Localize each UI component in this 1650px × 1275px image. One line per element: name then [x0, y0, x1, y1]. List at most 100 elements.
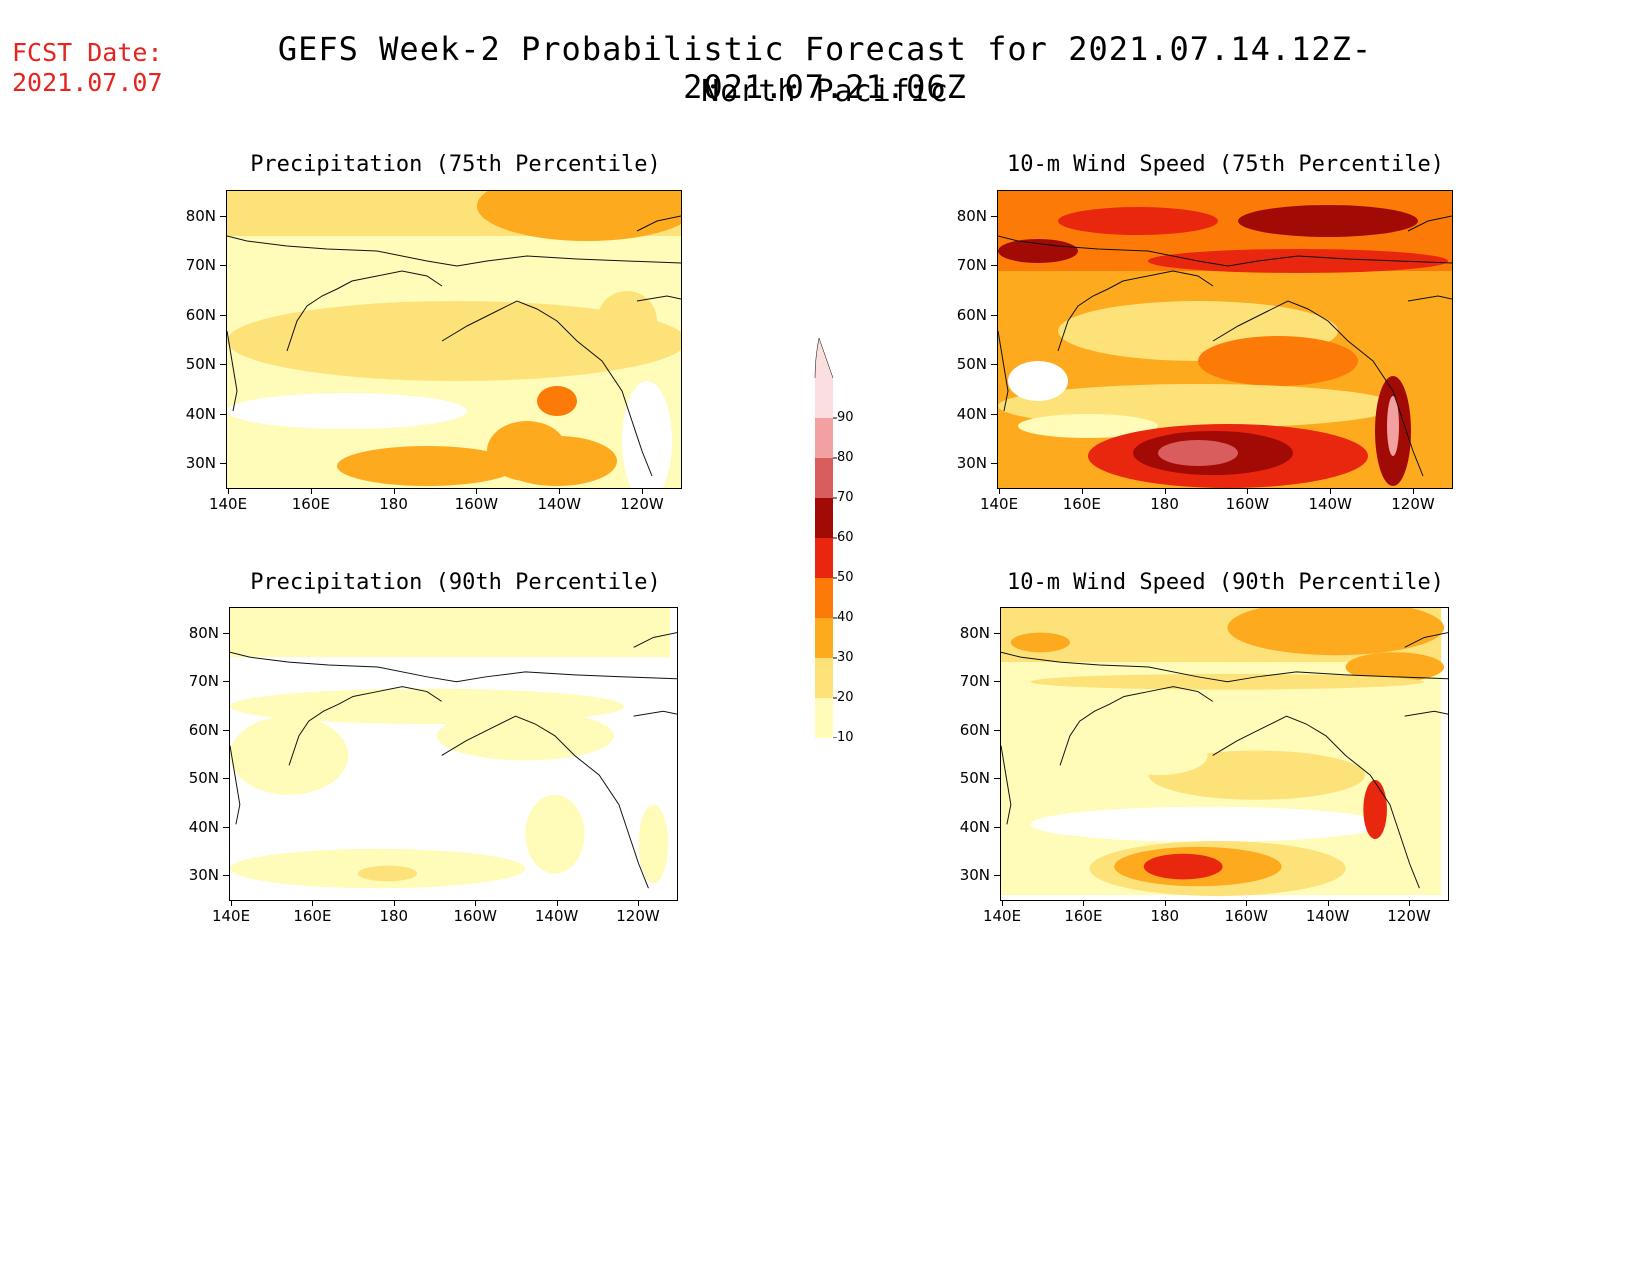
shaded-region — [1238, 205, 1418, 237]
shaded-region — [1148, 249, 1448, 273]
lat-tick-mark — [223, 778, 229, 780]
shaded-region — [1018, 414, 1158, 438]
forecast-date-block: FCST Date: 2021.07.07 — [12, 38, 163, 98]
lat-tick-label: 30N — [956, 454, 987, 472]
shaded-region — [497, 436, 617, 486]
lat-tick-label: 30N — [185, 454, 216, 472]
lon-tick-mark — [1409, 900, 1410, 906]
lon-tick-label: 140W — [1308, 495, 1352, 513]
shaded-region — [1227, 608, 1445, 656]
lat-tick-mark — [991, 265, 997, 267]
lat-tick-mark — [223, 633, 229, 634]
lat-tick-mark — [991, 314, 997, 316]
colorbar-segment — [815, 418, 833, 458]
lon-tick-mark — [475, 900, 477, 906]
lat-tick-label: 70N — [188, 672, 219, 691]
lon-tick-label: 140W — [537, 495, 581, 513]
page-title: GEFS Week-2 Probabilistic Forecast for 2… — [277, 30, 1373, 106]
lon-tick-mark — [393, 488, 395, 494]
colorbar-segment — [815, 458, 833, 498]
shaded-region — [1345, 652, 1445, 682]
lat-tick-label: 60N — [959, 720, 990, 739]
lon-tick-label: 120W — [616, 907, 660, 925]
lat-tick-label: 30N — [959, 866, 990, 884]
map-field — [998, 191, 1452, 488]
lon-tick-mark — [1327, 900, 1329, 906]
lon-tick-mark — [1002, 900, 1003, 906]
shaded-region — [237, 429, 337, 453]
lon-tick-label: 180 — [1150, 495, 1179, 513]
lon-tick-label: 140W — [534, 907, 579, 925]
lon-tick-mark — [1164, 900, 1166, 906]
lon-tick-mark — [1413, 488, 1414, 494]
lat-tick-mark — [220, 265, 226, 267]
lon-tick-label: 180 — [379, 907, 409, 925]
lon-tick-label: 160E — [1062, 495, 1101, 513]
colorbar-upper-cap — [814, 337, 834, 379]
map-field — [230, 608, 677, 896]
map-wind-90th — [1000, 607, 1449, 901]
colorbar-label: 30 — [837, 650, 854, 665]
lat-tick-label: 50N — [188, 769, 219, 788]
coastline — [230, 745, 241, 825]
colorbar-segment — [815, 618, 833, 658]
lon-tick-label: 140E — [982, 907, 1022, 925]
shaded-region — [1058, 207, 1218, 235]
colorbar-label: 40 — [837, 610, 854, 625]
lat-tick-mark — [223, 826, 229, 828]
lat-tick-mark — [994, 681, 1000, 683]
shaded-region — [525, 794, 585, 874]
coastline — [1057, 270, 1214, 352]
shaded-region — [1008, 361, 1068, 401]
lon-tick-label: 160E — [291, 495, 330, 513]
colorbar-label: 50 — [837, 570, 854, 585]
coastline — [1404, 632, 1448, 648]
lon-tick-mark — [1081, 488, 1083, 494]
lon-tick-mark — [476, 488, 478, 494]
coastline — [633, 632, 677, 648]
lat-tick-mark — [994, 778, 1000, 780]
lat-tick-mark — [223, 681, 229, 683]
colorbar-segment — [815, 538, 833, 578]
lon-tick-label: 140E — [208, 495, 248, 513]
lat-tick-label: 50N — [956, 355, 987, 374]
shaded-region — [227, 301, 681, 381]
shaded-region — [1030, 806, 1385, 842]
lon-tick-mark — [559, 488, 561, 494]
shaded-region — [622, 381, 672, 488]
lat-tick-mark — [991, 216, 997, 217]
lat-tick-label: 80N — [959, 624, 990, 642]
lat-tick-mark — [991, 413, 997, 415]
lat-tick-mark — [991, 463, 997, 464]
panel-title-wind75: 10-m Wind Speed (75th Percentile) — [1006, 152, 1445, 177]
lon-tick-label: 120W — [1387, 907, 1431, 925]
lon-tick-mark — [1247, 488, 1249, 494]
lat-tick-mark — [994, 826, 1000, 828]
coastline — [998, 235, 1452, 267]
shaded-region — [227, 393, 467, 429]
lat-tick-mark — [220, 463, 226, 464]
shaded-region — [638, 804, 669, 884]
coastline — [1001, 651, 1448, 683]
lon-tick-mark — [312, 900, 314, 906]
colorbar-label: 70 — [837, 490, 854, 505]
lat-tick-label: 60N — [956, 305, 987, 324]
forecast-date-value: 2021.07.07 — [12, 68, 163, 97]
lat-tick-label: 30N — [188, 866, 219, 884]
lon-tick-mark — [1330, 488, 1332, 494]
lat-tick-label: 40N — [185, 404, 216, 423]
coastline — [636, 295, 681, 302]
coastline — [1404, 710, 1448, 717]
lat-tick-label: 70N — [185, 256, 216, 275]
lat-tick-label: 80N — [188, 624, 219, 642]
coastline — [227, 235, 681, 267]
lat-tick-label: 50N — [185, 355, 216, 374]
lon-tick-label: 120W — [620, 495, 664, 513]
colorbar-graphic — [814, 337, 837, 779]
shaded-region — [1363, 780, 1387, 840]
coastline — [288, 686, 442, 766]
colorbar-segment — [815, 378, 833, 418]
lon-tick-mark — [1083, 900, 1085, 906]
shaded-band — [230, 608, 671, 658]
coastline — [1059, 686, 1213, 766]
